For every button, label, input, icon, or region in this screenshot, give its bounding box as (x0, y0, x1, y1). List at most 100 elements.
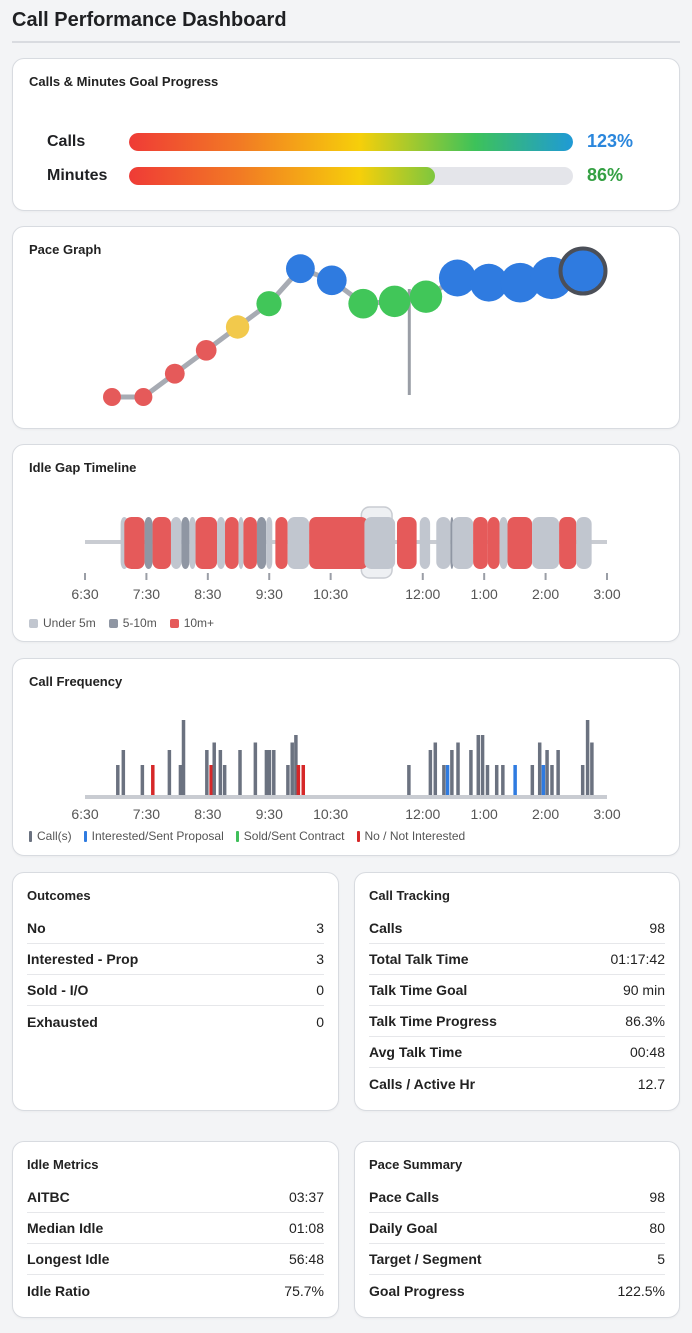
idle-gap-segment (487, 517, 500, 569)
timeline-tick-label: 3:00 (593, 586, 620, 602)
frequency-bar (267, 750, 272, 795)
legend-item-5-10m: 5-10m (108, 616, 157, 630)
frequency-bar (294, 735, 298, 795)
idle-metrics-card: Idle Metrics AITBC 03:37 Median Idle 01:08… (12, 1141, 339, 1318)
row-label: Talk Time Progress (369, 1013, 497, 1029)
row-label: Daily Goal (369, 1220, 438, 1236)
row-label: Goal Progress (369, 1282, 465, 1299)
row-label: Longest Idle (27, 1251, 110, 1267)
pace-graph-chart (103, 246, 608, 406)
idle-gap-segment (275, 517, 288, 569)
row-value: 3 (316, 920, 324, 936)
pace-point (348, 288, 379, 319)
timeline-tick-label: 1:00 (471, 586, 498, 602)
calls-progress-percent: 123% (587, 131, 634, 151)
call-frequency-legend: Call(s) Interested/Sent Proposal Sold/Se… (29, 829, 465, 843)
pace-graph-title: Pace Graph (29, 242, 102, 257)
idle-gap-segment (195, 517, 218, 569)
call-frequency-card: Call Frequency 6:30 7:30 8:30 9:30 10:30 12:0… (12, 658, 680, 856)
timeline-tick-label: 6:30 (71, 586, 98, 602)
legend-label: Interested/Sent Proposal (91, 829, 224, 843)
frequency-bar (212, 742, 216, 795)
row-label: Median Idle (27, 1220, 104, 1236)
goal-progress-title: Calls & Minutes Goal Progress (29, 74, 219, 89)
idle-gap-segment (452, 517, 474, 569)
row-label: Idle Ratio (27, 1282, 91, 1299)
frequency-bar (585, 720, 590, 795)
idle-gap-segment (170, 517, 182, 569)
frequency-bar (590, 742, 594, 795)
row-value: 0 (316, 1013, 324, 1030)
frequency-bar (205, 750, 209, 795)
frequency-bar (290, 742, 294, 795)
idle-metrics-table: AITBC 03:37 Median Idle 01:08 Longest Idle… (27, 1182, 324, 1306)
timeline-tick-label: 9:30 (256, 586, 283, 602)
frequency-bar (151, 765, 155, 795)
row-label: No (27, 920, 46, 936)
frequency-bar (494, 765, 499, 795)
frequency-bar (428, 750, 433, 795)
table-row: Goal Progress 122.5% (369, 1275, 665, 1306)
idle-gap-segment (473, 517, 488, 569)
frequency-bar (301, 765, 306, 795)
legend-swatch (29, 830, 32, 842)
table-row: Exhausted 0 (27, 1006, 324, 1037)
frequency-bar (537, 742, 542, 795)
idle-gap-segment (124, 517, 145, 569)
legend-swatch (356, 830, 360, 842)
frequency-bar (264, 750, 269, 795)
pace-point (316, 265, 347, 296)
row-value: 01:08 (288, 1220, 324, 1236)
idle-timeline-title: Idle Gap Timeline (29, 460, 137, 475)
frequency-bar (253, 742, 258, 795)
frequency-bar (286, 765, 290, 795)
row-label: Calls (369, 920, 403, 936)
pace-point (134, 388, 153, 406)
pace-point (225, 315, 250, 339)
legend-item-10m-plus: 10m+ (169, 616, 214, 630)
row-value: 3 (316, 951, 324, 967)
table-row: Longest Idle 56:48 (27, 1244, 324, 1275)
table-row: Sold - I/O 0 (27, 975, 324, 1006)
frequency-tick-label: 8:30 (194, 806, 221, 822)
title-divider (12, 41, 680, 43)
idle-gap-segment (152, 517, 171, 569)
row-value: 12.7 (637, 1075, 665, 1092)
pace-point-current (558, 246, 608, 296)
table-row: Median Idle 01:08 (27, 1213, 324, 1244)
frequency-tick-label: 1:00 (471, 806, 498, 822)
table-row: Pace Calls 98 (369, 1182, 665, 1213)
frequency-bar (545, 750, 549, 795)
outcomes-title: Outcomes (27, 888, 91, 903)
frequency-tick-label: 12:00 (405, 806, 440, 822)
row-label: Target / Segment (369, 1251, 482, 1267)
pace-point (286, 254, 315, 284)
idle-gap-segment (266, 517, 273, 569)
idle-timeline-chart: 6:30 7:30 8:30 9:30 10:30 12:00 1:00 2:00 3:00 (71, 506, 621, 602)
row-value: 03:37 (288, 1189, 324, 1205)
row-value: 56:48 (288, 1251, 324, 1267)
legend-label: 5-10m (122, 616, 157, 630)
frequency-tick-label: 2:00 (532, 806, 559, 822)
idle-gap-segment (225, 517, 239, 569)
table-row: Total Talk Time 01:17:42 (369, 944, 665, 975)
frequency-bar (550, 765, 554, 795)
row-value: 98 (649, 1189, 665, 1205)
table-row: Target / Segment 5 (369, 1244, 665, 1275)
pace-point (409, 280, 443, 313)
row-value: 122.5% (617, 1282, 665, 1299)
legend-swatch (29, 618, 38, 628)
row-value: 86.3% (625, 1013, 665, 1029)
timeline-tick-label: 10:30 (313, 586, 348, 602)
row-value: 0 (316, 982, 324, 998)
idle-gap-segment (309, 517, 369, 569)
frequency-bar (445, 765, 450, 795)
calls-progress-bar (129, 133, 573, 151)
timeline-tick-label: 8:30 (194, 586, 221, 602)
idle-gap-segment (189, 517, 196, 569)
legend-label: Call(s) (37, 829, 72, 843)
frequency-bar (476, 735, 481, 795)
idle-gap-segment (419, 517, 431, 569)
frequency-tick-label: 10:30 (313, 806, 348, 822)
row-value: 90 min (622, 982, 665, 998)
